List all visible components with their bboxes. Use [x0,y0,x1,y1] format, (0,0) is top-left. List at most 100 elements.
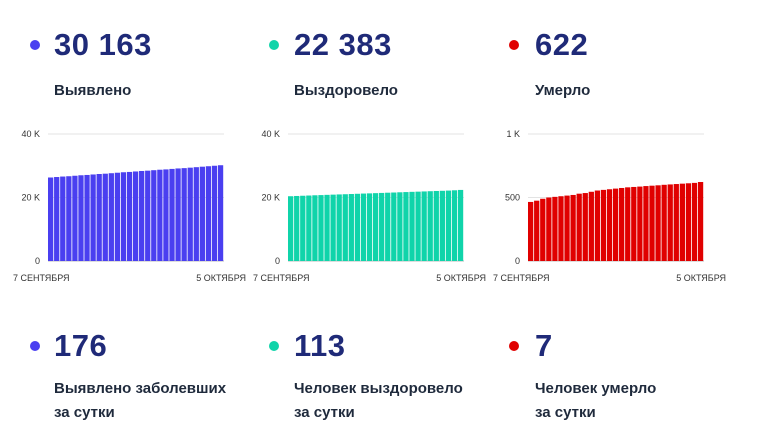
recovered-bar [409,191,415,261]
recovered-bar [385,192,391,261]
detected-daily-label-1: Выявлено заболевших [54,380,227,397]
recovered-ytick-label: 0 [275,256,280,266]
recovered-bar [391,192,397,261]
recovered-bar [312,195,318,261]
died-bar [679,183,685,261]
recovered-bar [415,191,421,261]
detected-bar [54,177,60,261]
died-ytick-label: 500 [505,193,520,203]
died-label: Умерло [535,82,591,99]
died-bar [643,186,649,261]
detected-bar [72,175,78,261]
died-bar [564,195,570,261]
recovered-bar [397,192,403,261]
recovered-dot-icon [269,40,279,50]
died-bar [612,188,619,261]
recovered-bar [366,193,373,261]
detected-bar [145,170,151,261]
died-bar [576,193,582,261]
died-daily-dot-icon [509,341,519,351]
recovered-ytick-label: 40 K [261,129,280,139]
detected-bar [114,172,121,261]
died-bar [619,187,625,261]
detected-bar [157,169,163,261]
detected-bar [120,172,127,261]
died-bar [691,182,698,261]
recovered-bar [330,194,336,261]
recovered-x-start-label: 7 СЕНТЯБРЯ [253,273,310,283]
detected-bar [217,165,224,261]
recovered-bar [300,195,306,261]
died-bar [570,194,576,261]
detected-bar [102,173,108,261]
detected-bar [211,165,218,261]
recovered-bar [294,195,300,261]
recovered-bar [427,191,433,261]
died-bar [649,185,655,261]
died-daily-label-1: Человек умерло [535,380,657,397]
detected-dot-icon [30,40,40,50]
detected-x-start-label: 7 СЕНТЯБРЯ [13,273,70,283]
recovered-bar [379,192,385,261]
recovered-chart: 0 20 K 40 K 7 СЕНТЯБРЯ 5 ОКТЯБРЯ [253,129,486,283]
detected-bar [84,174,90,261]
recovered-bar [433,190,439,261]
died-bar [528,201,534,261]
died-bar [637,186,643,261]
died-bar [600,189,607,261]
detected-ytick-label: 40 K [21,129,40,139]
recovered-bar [457,189,464,261]
detected-bar [66,176,72,261]
died-ytick-label: 0 [515,256,520,266]
recovered-bar [439,190,445,261]
died-bar [685,183,692,261]
recovered-daily-dot-icon [269,341,279,351]
detected-bar [163,169,169,261]
detected-bar [139,170,145,261]
detected-label: Выявлено [54,82,132,99]
detected-bar [151,170,157,261]
recovered-bar [348,194,354,261]
recovered-bar [324,194,330,261]
detected-ytick-label: 0 [35,256,40,266]
died-chart: 0 500 1 K 7 СЕНТЯБРЯ 5 ОКТЯБРЯ [493,129,726,283]
detected-bar [199,166,205,261]
recovered-bar [451,190,458,261]
detected-bar [193,167,199,261]
recovered-bar [372,193,379,261]
recovered-total: 22 383 [294,27,392,62]
recovered-daily-label-2: за сутки [294,404,355,421]
died-total: 622 [535,27,589,62]
died-bar [558,196,564,261]
died-x-start-label: 7 СЕНТЯБРЯ [493,273,550,283]
recovered-daily-label-1: Человек выздоровело [294,380,463,397]
detected-daily-dot-icon [30,341,40,351]
died-bar [582,193,588,261]
detected-bar [205,166,212,261]
detected-x-end-label: 5 ОКТЯБРЯ [196,273,246,283]
died-ytick-label: 1 K [506,129,520,139]
recovered-label: Выздоровело [294,82,398,99]
detected-bar [90,174,96,261]
recovered-daily-value: 113 [294,328,346,363]
died-bar [534,200,540,261]
died-bar [697,182,704,261]
detected-bar [132,171,139,261]
died-bar [661,184,667,261]
detected-bar [169,168,175,261]
died-bar [606,189,613,261]
recovered-bar [421,191,427,261]
recovered-bar [403,192,409,261]
detected-bar [175,168,181,261]
died-bar [588,191,594,261]
detected-total: 30 163 [54,27,152,62]
recovered-bar [445,190,452,261]
detected-bar [108,173,114,261]
recovered-bar [318,195,324,261]
recovered-bar [354,193,361,261]
recovered-x-end-label: 5 ОКТЯБРЯ [436,273,486,283]
recovered-bar [342,194,348,261]
died-daily-value: 7 [535,328,553,363]
detected-bar [96,174,102,261]
died-bar [631,186,637,261]
